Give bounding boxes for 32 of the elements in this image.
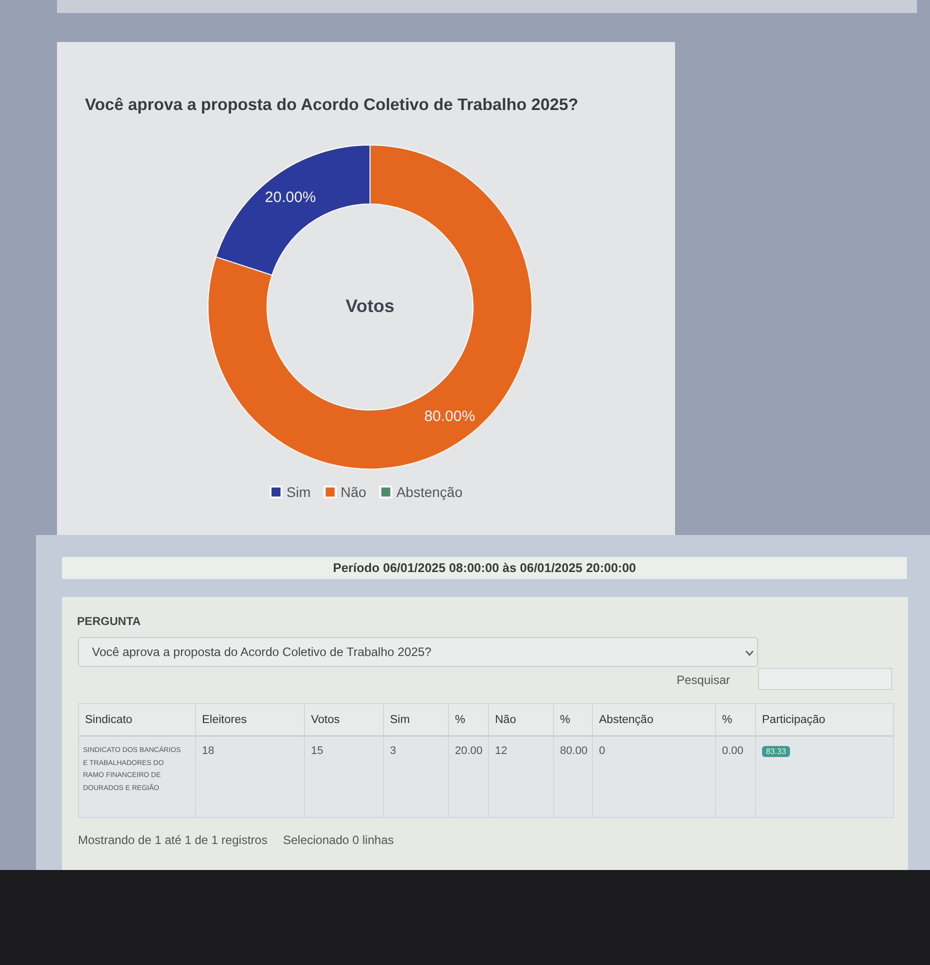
text: Abstenção: [592, 704, 716, 736]
text: 15: [311, 745, 324, 757]
data-label: 80.00%: [424, 408, 476, 426]
text: Votos: [304, 704, 384, 736]
text: %: [716, 704, 756, 736]
text: Votos: [346, 296, 394, 316]
text: 83.33: [762, 746, 790, 757]
text: Não: [488, 704, 554, 736]
text: Período 06/01/2025 08:00:00 às 06/01/2025 20:00:00: [332, 561, 637, 575]
text: Sindicato: [78, 704, 196, 736]
legend-label: Não: [340, 484, 367, 500]
text: 3: [390, 745, 396, 757]
text: 20.00: [455, 745, 483, 757]
text: 18: [202, 745, 214, 757]
text: 0: [599, 745, 606, 757]
text: Pesquisar: [676, 673, 730, 687]
text: 12: [495, 745, 508, 757]
text: Participação: [756, 704, 894, 736]
text: Mostrando de 1 até 1 de 1 registros: [78, 833, 268, 847]
text: %: [448, 704, 488, 736]
text: 80.00: [560, 745, 588, 757]
data-label: 20.00%: [264, 188, 316, 206]
chart-title: Você aprova a proposta do Acordo Coletivo de Trabalho 2025?: [85, 95, 578, 114]
legend-label: Abstenção: [396, 484, 463, 500]
text: %: [554, 704, 592, 736]
text: 0.00: [722, 745, 744, 757]
text: PERGUNTA: [77, 616, 141, 628]
text: Sim: [384, 704, 448, 736]
dropdown-field: Você aprova a proposta do Acordo Coletivo de Trabalho 2025?: [78, 637, 758, 667]
legend-label: Sim: [286, 484, 311, 500]
text: Selecionado 0 linhas: [283, 833, 394, 847]
text: Eleitores: [196, 704, 304, 736]
